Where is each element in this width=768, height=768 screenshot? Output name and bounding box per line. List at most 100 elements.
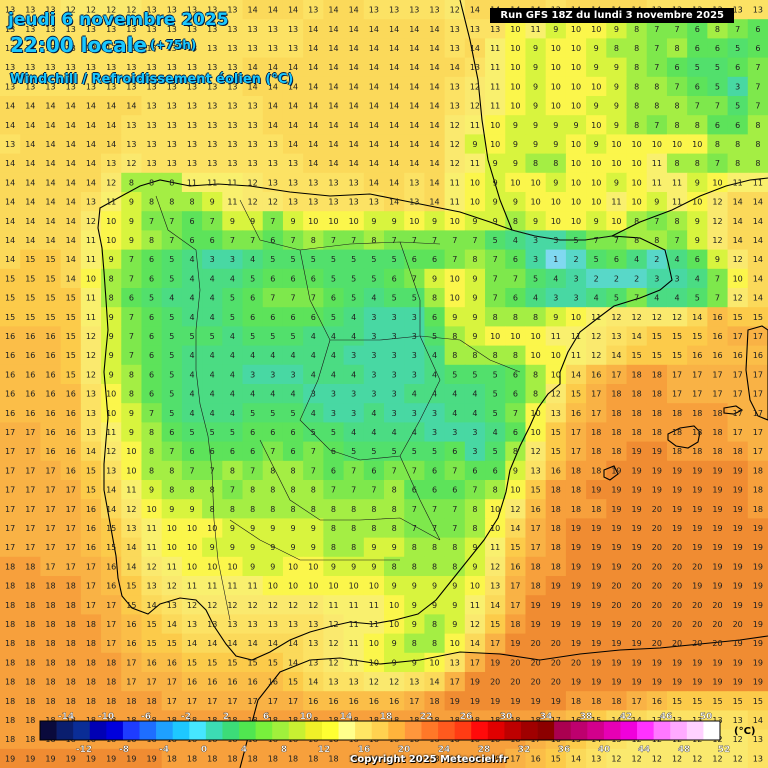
grid-value: 4 [291,351,296,360]
grid-value: 9 [614,102,619,111]
field-cell [323,19,345,39]
grid-value: 7 [715,274,720,283]
grid-value: 3 [392,313,397,322]
field-cell [464,288,486,308]
grid-value: 17 [227,697,237,706]
grid-value: 14 [389,63,399,72]
field-cell [242,96,264,116]
grid-value: 13 [409,678,419,687]
grid-value: 7 [695,102,700,111]
grid-value: 15 [66,332,76,341]
grid-value: 14 [86,121,96,130]
field-cell [666,38,688,59]
field-cell [161,76,183,97]
field-cell [687,153,708,174]
field-cell [464,384,486,404]
grid-value: 19 [25,754,35,763]
grid-value: 10 [571,25,581,34]
field-cell [303,307,324,327]
grid-value: 9 [715,255,720,264]
grid-value: 15 [45,294,55,303]
grid-value: 16 [45,409,55,418]
grid-value: 17 [207,697,217,706]
grid-value: 18 [753,486,763,495]
grid-value: 6 [230,447,235,456]
field-cell [303,172,324,193]
copyright-text: Copyright 2025 Meteociel.fr [350,754,508,765]
grid-value: 10 [510,332,520,341]
grid-value: 11 [490,44,500,53]
grid-value: 17 [25,428,35,437]
field-cell [121,326,143,347]
field-cell [727,38,749,59]
grid-value: 16 [25,351,35,360]
field-cell [363,76,385,97]
grid-value: 12 [450,140,460,149]
colorbar-swatch [454,721,472,740]
grid-value: 4 [210,313,215,322]
grid-value: 12 [167,582,177,591]
grid-value: 13 [167,63,177,72]
grid-value: 19 [672,486,682,495]
grid-value: 19 [753,524,763,533]
grid-value: 9 [311,524,316,533]
grid-value: 5 [392,294,397,303]
field-cell [222,0,244,20]
grid-value: 4 [311,409,316,418]
grid-value: 19 [611,543,621,552]
field-cell [161,384,183,404]
grid-value: 6 [149,370,154,379]
grid-value: 19 [672,658,682,667]
grid-value: 10 [571,313,581,322]
field-cell [485,326,506,347]
field-cell [242,384,264,404]
field-cell [545,96,567,116]
grid-value: 19 [632,658,642,667]
field-cell [747,0,768,20]
grid-value: 5 [291,255,296,264]
colorbar-swatch [570,721,588,740]
grid-value: 9 [169,505,174,514]
field-cell [586,172,607,193]
grid-value: 8 [291,486,296,495]
grid-value: 9 [472,217,477,226]
grid-value: 14 [328,63,338,72]
colorbar-label-top: -6 [141,712,151,722]
grid-value: 15 [753,313,763,322]
field-cell [606,172,628,193]
field-cell [404,192,426,212]
grid-value: 12 [106,447,116,456]
grid-value: 4 [331,351,336,360]
variable-title: Windchill / Refroidissement éolien (°C) [10,72,294,87]
field-cell [666,115,688,135]
field-cell [121,19,143,39]
grid-value: 19 [510,697,520,706]
field-cell [60,38,82,59]
grid-value: 8 [715,25,720,34]
field-cell [121,192,143,212]
field-cell [40,192,62,212]
grid-value: 16 [66,409,76,418]
grid-value: 9 [291,543,296,552]
field-cell [343,249,365,270]
grid-value: 8 [513,447,518,456]
grid-value: 8 [149,236,154,245]
field-cell [464,268,486,289]
field-cell [101,96,122,116]
field-cell [606,384,628,404]
grid-value: 12 [106,178,116,187]
grid-value: 6 [149,332,154,341]
field-cell [424,384,446,404]
grid-value: 9 [553,313,558,322]
grid-value: 13 [5,140,15,149]
field-cell [0,57,21,78]
field-cell [727,345,749,366]
grid-value: 19 [632,486,642,495]
grid-value: 9 [129,409,134,418]
colorbar-label-bottom: -4 [159,745,169,755]
grid-value: 12 [369,678,379,687]
grid-value: 14 [733,217,743,226]
grid-value: 9 [250,562,255,571]
grid-value: 13 [167,102,177,111]
